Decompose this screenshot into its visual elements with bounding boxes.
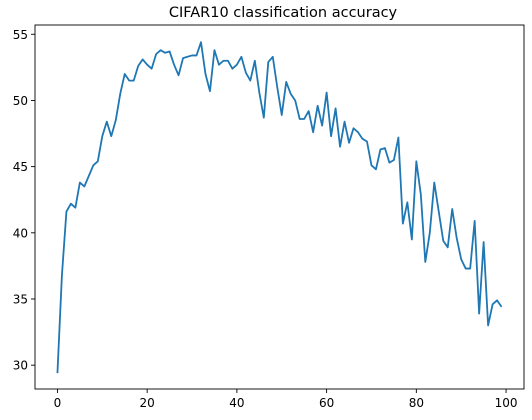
y-tick-label: 55 [13, 28, 28, 42]
chart-title: CIFAR10 classification accuracy [169, 5, 398, 21]
accuracy-series-line [56, 41, 503, 374]
y-tick-label: 40 [13, 226, 28, 240]
x-tick-label: 40 [229, 396, 244, 410]
x-tick-label: 20 [140, 396, 155, 410]
y-tick-label: 35 [13, 292, 28, 306]
x-tick-label: 0 [54, 396, 62, 410]
y-tick-label: 50 [13, 94, 28, 108]
x-tick-label: 100 [495, 396, 518, 410]
x-tick-label: 60 [319, 396, 334, 410]
x-tick-label: 80 [409, 396, 424, 410]
plot-frame [34, 24, 525, 390]
y-tick-label: 45 [13, 160, 28, 174]
y-tick-label: 30 [13, 359, 28, 373]
